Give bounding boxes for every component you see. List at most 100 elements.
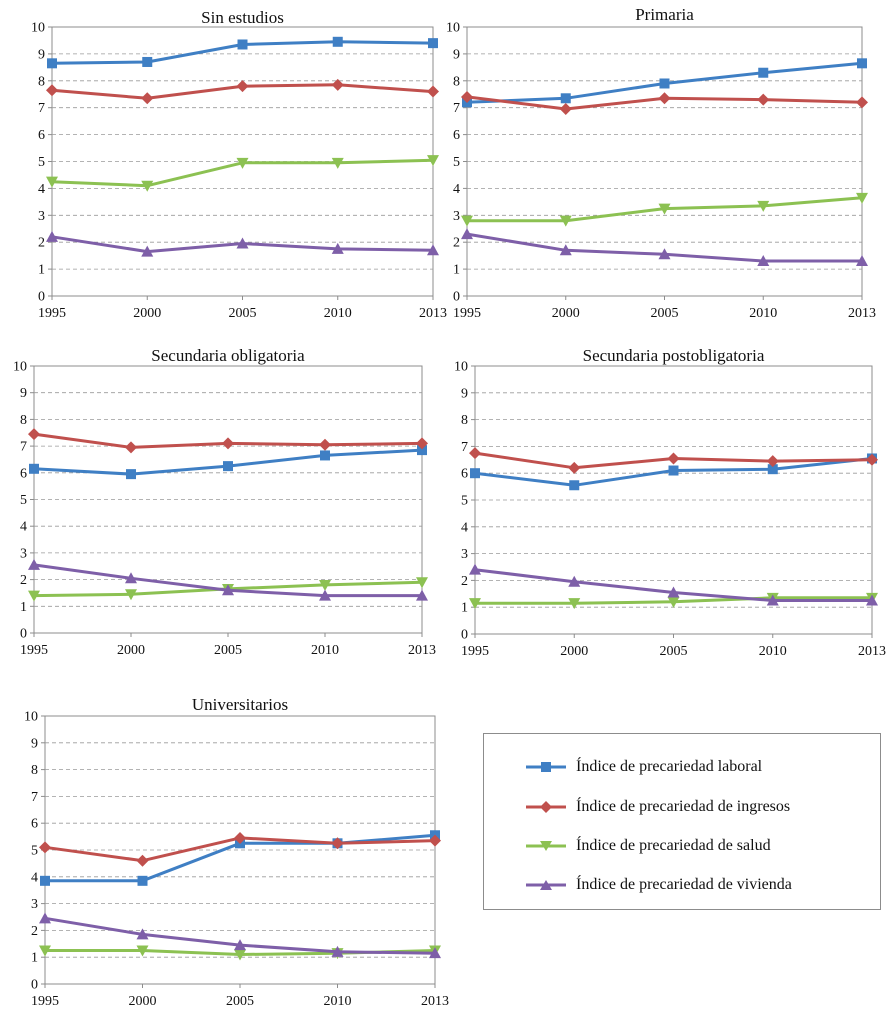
data-point-salud — [469, 598, 481, 610]
data-point-salud — [568, 598, 581, 610]
data-point-laboral — [137, 875, 148, 886]
data-point-laboral — [428, 38, 438, 49]
data-point-ingresos — [469, 447, 481, 460]
y-tick-label: 10 — [13, 360, 27, 375]
x-tick-label: 2005 — [651, 306, 679, 321]
y-tick-label: 7 — [461, 440, 468, 455]
data-point-laboral — [417, 445, 427, 456]
data-point-salud — [236, 157, 249, 169]
y-tick-label: 6 — [38, 128, 45, 143]
data-point-laboral — [470, 468, 480, 479]
y-tick-label: 8 — [20, 413, 27, 428]
y-tick-label: 8 — [38, 74, 45, 89]
data-point-ingresos — [766, 455, 779, 468]
y-tick-label: 0 — [453, 290, 460, 305]
legend-item-vivienda: Índice de precariedad de vivienda — [524, 873, 792, 897]
y-tick-label: 3 — [20, 546, 27, 561]
y-tick-label: 7 — [20, 440, 27, 455]
y-tick-label: 10 — [24, 710, 38, 725]
data-point-vivienda — [236, 237, 249, 249]
data-point-salud — [234, 949, 246, 961]
data-point-ingresos — [331, 837, 344, 850]
series-laboral — [29, 445, 427, 480]
data-point-vivienda — [416, 589, 428, 601]
y-tick-label: 6 — [31, 817, 38, 832]
data-point-salud — [39, 945, 51, 957]
x-tick-label: 2010 — [749, 306, 777, 321]
y-tick-label: 5 — [461, 494, 468, 509]
y-tick-label: 3 — [31, 897, 38, 912]
data-point-laboral — [237, 39, 248, 50]
data-point-vivienda — [757, 255, 770, 267]
x-tick-label: 2013 — [419, 306, 447, 321]
y-tick-label: 6 — [20, 466, 27, 481]
data-point-salud — [136, 945, 149, 957]
legend: Índice de precariedad laboral Índice de … — [483, 733, 881, 910]
data-point-salud — [46, 176, 58, 188]
data-point-vivienda — [136, 928, 149, 940]
data-point-laboral — [659, 78, 670, 89]
data-point-vivienda — [125, 572, 137, 584]
y-tick-label: 10 — [446, 21, 460, 36]
series-vivienda — [39, 912, 441, 959]
legend-marker-vivienda — [526, 880, 566, 890]
data-point-salud — [427, 155, 439, 167]
series-salud — [46, 155, 439, 192]
data-point-vivienda — [28, 558, 40, 570]
data-point-vivienda — [469, 563, 481, 575]
y-tick-label: 9 — [20, 386, 27, 401]
series-vivienda — [46, 230, 439, 257]
data-point-vivienda — [559, 244, 572, 256]
data-point-ingresos — [416, 437, 428, 450]
data-point-ingresos — [222, 437, 234, 450]
y-tick-label: 4 — [461, 520, 468, 535]
data-point-ingresos — [866, 453, 878, 466]
legend-item-ingresos: Índice de precariedad de ingresos — [524, 795, 790, 819]
data-point-vivienda — [319, 589, 331, 601]
y-tick-label: 3 — [38, 209, 45, 224]
legend-label-ingresos: Índice de precariedad de ingresos — [576, 798, 791, 815]
y-tick-label: 10 — [31, 21, 45, 36]
series-ingresos — [461, 90, 868, 116]
x-tick-label: 1995 — [461, 644, 489, 659]
data-point-vivienda — [331, 242, 344, 254]
data-point-salud — [28, 590, 40, 602]
data-point-vivienda — [429, 947, 441, 959]
x-tick-label: 2005 — [226, 994, 254, 1009]
y-tick-label: 1 — [453, 263, 460, 278]
y-tick-label: 9 — [38, 47, 45, 62]
data-point-salud — [331, 157, 344, 169]
y-tick-label: 1 — [31, 951, 38, 966]
series-vivienda — [469, 563, 878, 606]
data-point-ingresos — [46, 84, 58, 97]
data-point-salud — [416, 577, 428, 589]
y-tick-label: 1 — [461, 601, 468, 616]
data-point-salud — [125, 589, 137, 601]
data-point-salud — [757, 200, 770, 212]
x-tick-label: 2000 — [560, 644, 588, 659]
x-tick-label: 2010 — [324, 994, 352, 1009]
x-tick-label: 2005 — [229, 306, 257, 321]
data-point-vivienda — [234, 939, 246, 951]
data-point-laboral — [332, 36, 343, 47]
x-tick-label: 2000 — [117, 643, 145, 658]
y-tick-label: 2 — [461, 574, 468, 589]
series-ingresos — [28, 428, 428, 454]
y-tick-label: 9 — [31, 736, 38, 751]
legend-label-salud: Índice de precariedad de salud — [576, 837, 771, 854]
y-tick-label: 9 — [453, 47, 460, 62]
data-point-vivienda — [46, 230, 58, 242]
data-point-laboral — [223, 461, 233, 472]
data-point-laboral — [29, 463, 39, 474]
x-tick-label: 2013 — [421, 994, 449, 1009]
y-tick-label: 10 — [454, 360, 468, 375]
y-tick-label: 8 — [31, 763, 38, 778]
data-point-ingresos — [331, 78, 344, 91]
legend-label-laboral: Índice de precariedad laboral — [576, 758, 763, 775]
data-point-vivienda — [866, 594, 878, 606]
x-tick-label: 2000 — [133, 306, 161, 321]
x-tick-label: 1995 — [20, 643, 48, 658]
x-tick-label: 2000 — [552, 306, 580, 321]
data-point-ingresos — [234, 831, 246, 844]
chart-title: Sin estudios — [201, 8, 284, 27]
